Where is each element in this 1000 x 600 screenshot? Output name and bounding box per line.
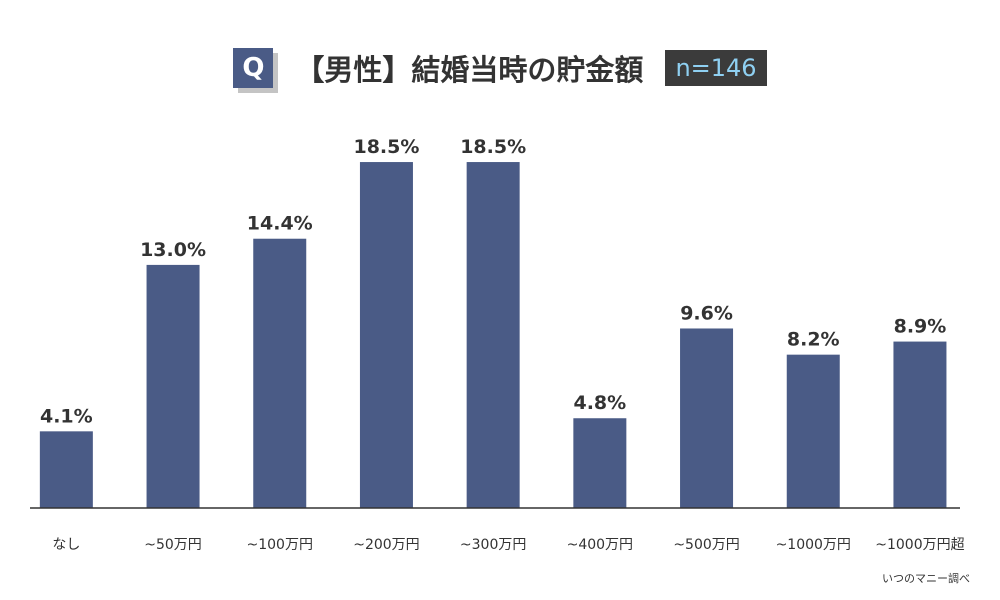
bar-5: [466, 162, 520, 509]
data-label-1: 4.1%: [40, 405, 93, 427]
category-label-9: ~1000万円超: [875, 537, 964, 553]
category-label-2: ~50万円: [144, 537, 202, 553]
category-label-7: ~500万円: [673, 537, 739, 553]
data-label-2: 13.0%: [140, 239, 206, 261]
bar-6: [573, 418, 627, 508]
bar-3: [253, 238, 307, 508]
category-label-1: なし: [52, 537, 80, 553]
data-label-5: 18.5%: [460, 136, 526, 158]
category-label-3: ~100万円: [247, 537, 313, 553]
data-label-9: 8.9%: [894, 316, 947, 338]
data-label-6: 4.8%: [573, 392, 626, 414]
category-label-8: ~1000万円: [776, 537, 851, 553]
bar-4: [359, 162, 413, 509]
bar-8: [786, 354, 840, 508]
sample-size-badge: n=146: [665, 50, 767, 86]
data-label-3: 14.4%: [247, 213, 313, 235]
category-label-4: ~200万円: [353, 537, 419, 553]
category-label-6: ~400万円: [567, 537, 633, 553]
bar-7: [680, 328, 734, 508]
bar-2: [146, 264, 200, 508]
bar-1: [39, 431, 93, 508]
bar-9: [893, 341, 947, 508]
bar-series: 4.1% なし 13.0% ~50万円 14.4% ~100万円 18.5% ~200万円 18…: [39, 136, 965, 553]
data-label-7: 9.6%: [680, 302, 733, 324]
chart-title-row: Q 【男性】結婚当時の貯金額 n=146: [0, 44, 1000, 92]
source-note: いつのマニー調べ: [882, 572, 970, 585]
chart-title: 【男性】結婚当時の貯金額: [295, 53, 644, 87]
data-label-8: 8.2%: [787, 329, 840, 351]
data-label-4: 18.5%: [353, 136, 419, 158]
question-badge: Q: [233, 48, 274, 88]
category-label-5: ~300万円: [460, 537, 526, 553]
